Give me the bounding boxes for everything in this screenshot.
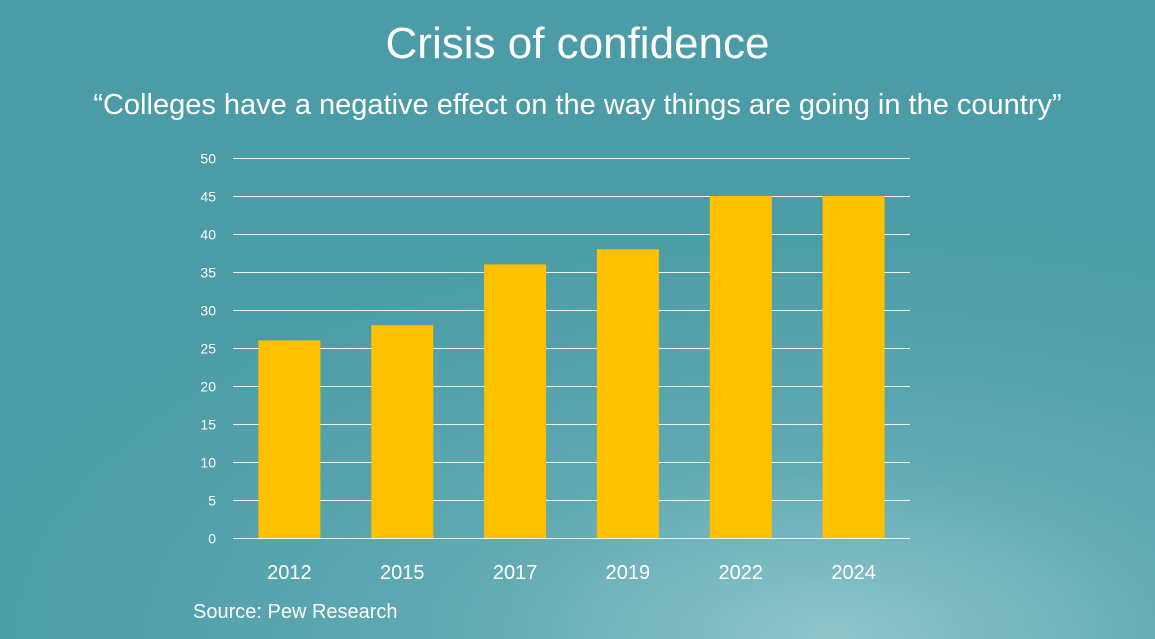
y-axis-tick-labels: 0 5 10 15 20 25 30 35 40 45 50 [200, 151, 216, 547]
x-tick-label-2015: 2015 [380, 562, 425, 584]
bar-2015 [371, 325, 434, 538]
source-note: Source: Pew Research [193, 601, 398, 623]
y-tick-label: 25 [200, 341, 216, 357]
y-tick-label: 20 [200, 379, 216, 395]
bar-2024 [822, 196, 885, 538]
bar-2019 [596, 249, 659, 538]
y-tick-label: 40 [200, 227, 216, 243]
x-axis-tick-labels: 2012 2015 2017 2019 2022 2024 [267, 562, 876, 584]
y-tick-label: 45 [200, 189, 216, 205]
x-tick-label-2022: 2022 [719, 562, 764, 584]
bar-2017 [484, 264, 547, 538]
bar-2012 [258, 340, 321, 538]
chart-subtitle: “Colleges have a negative effect on the … [93, 89, 1062, 121]
x-tick-label-2012: 2012 [267, 562, 312, 584]
x-tick-label-2017: 2017 [493, 562, 538, 584]
y-tick-label: 35 [200, 265, 216, 281]
chart-title: Crisis of confidence [385, 19, 770, 68]
y-tick-label: 15 [200, 417, 216, 433]
y-tick-label: 5 [208, 493, 216, 509]
y-tick-label: 0 [208, 531, 216, 547]
x-tick-label-2024: 2024 [831, 562, 876, 584]
y-tick-label: 10 [200, 455, 216, 471]
bars [258, 196, 885, 538]
gridlines [233, 158, 910, 539]
x-tick-label-2019: 2019 [606, 562, 651, 584]
bar-2022 [709, 196, 772, 538]
y-tick-label: 50 [200, 151, 216, 167]
y-tick-label: 30 [200, 303, 216, 319]
